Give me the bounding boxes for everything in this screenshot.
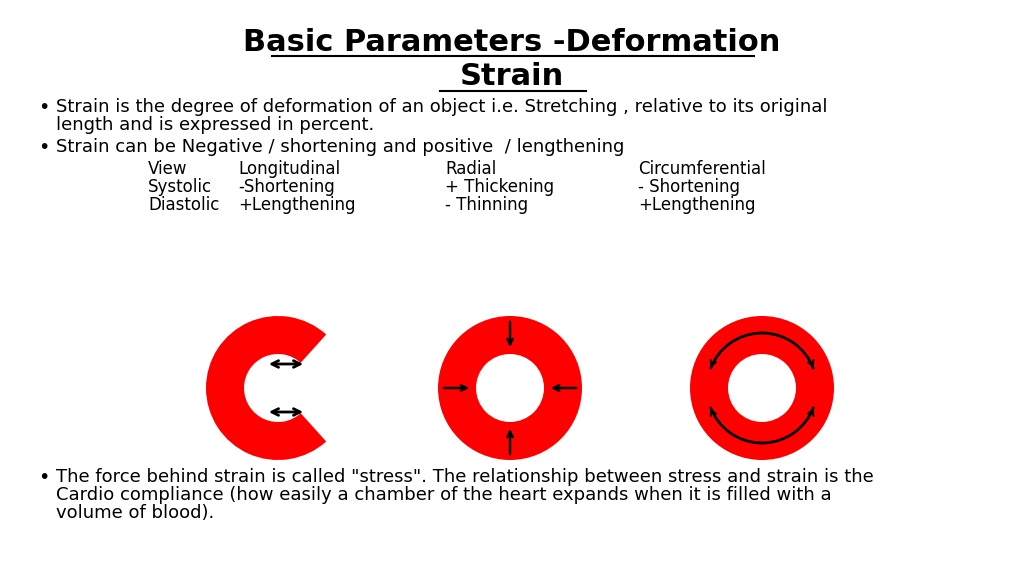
Text: Circumferential: Circumferential — [638, 160, 766, 178]
Text: Strain can be Negative / shortening and positive  / lengthening: Strain can be Negative / shortening and … — [56, 138, 625, 156]
Circle shape — [476, 354, 544, 422]
Text: + Thickening: + Thickening — [445, 178, 554, 196]
Circle shape — [438, 316, 582, 460]
Text: Cardio compliance (how easily a chamber of the heart expands when it is filled w: Cardio compliance (how easily a chamber … — [56, 486, 831, 504]
Text: Diastolic: Diastolic — [148, 196, 219, 214]
Circle shape — [728, 354, 796, 422]
Text: length and is expressed in percent.: length and is expressed in percent. — [56, 116, 374, 134]
Text: Longitudinal: Longitudinal — [238, 160, 340, 178]
Text: -Shortening: -Shortening — [238, 178, 335, 196]
Text: - Shortening: - Shortening — [638, 178, 740, 196]
Text: •: • — [38, 98, 49, 117]
Text: volume of blood).: volume of blood). — [56, 504, 214, 522]
Text: The force behind strain is called "stress". The relationship between stress and : The force behind strain is called "stres… — [56, 468, 873, 486]
Text: Radial: Radial — [445, 160, 497, 178]
Text: Systolic: Systolic — [148, 178, 212, 196]
Text: •: • — [38, 138, 49, 157]
Text: Strain is the degree of deformation of an object i.e. Stretching , relative to i: Strain is the degree of deformation of a… — [56, 98, 827, 116]
Text: •: • — [38, 468, 49, 487]
Text: +Lengthening: +Lengthening — [238, 196, 355, 214]
Text: Strain: Strain — [460, 62, 564, 91]
Circle shape — [690, 316, 834, 460]
Text: Basic Parameters -Deformation: Basic Parameters -Deformation — [244, 28, 780, 57]
Wedge shape — [206, 316, 327, 460]
Text: View: View — [148, 160, 187, 178]
Text: +Lengthening: +Lengthening — [638, 196, 756, 214]
Text: - Thinning: - Thinning — [445, 196, 528, 214]
